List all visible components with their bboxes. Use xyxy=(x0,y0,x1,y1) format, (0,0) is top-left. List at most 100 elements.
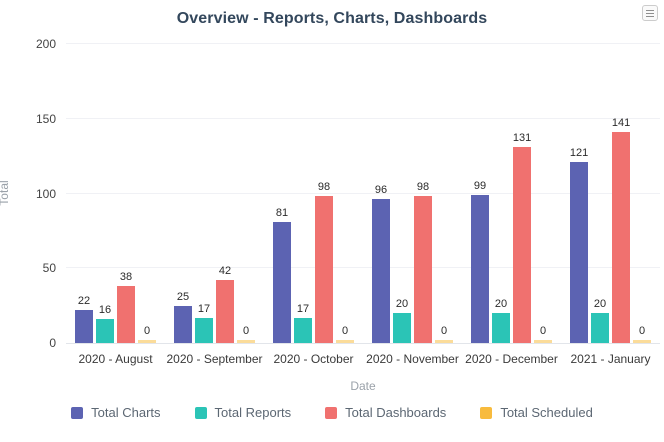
x-tick-label: 2020 - November xyxy=(366,352,459,366)
bar-value-label: 81 xyxy=(275,207,289,219)
bar-wrap: 0 xyxy=(534,325,552,343)
bar-value-label: 98 xyxy=(317,181,331,193)
bar-value-label: 16 xyxy=(98,304,112,316)
bar-value-label: 20 xyxy=(395,298,409,310)
bar-total-charts[interactable] xyxy=(372,199,390,343)
legend-item-total-charts[interactable]: Total Charts xyxy=(71,405,161,420)
y-axis-ticks: 0 50 100 150 200 xyxy=(0,37,60,350)
bar-group: 96 20 98 0 xyxy=(363,44,462,343)
bar-value-label: 25 xyxy=(176,291,190,303)
bar-group: 22 16 38 0 xyxy=(66,44,165,343)
bar-wrap: 25 xyxy=(174,291,192,343)
bar-group: 25 17 42 0 xyxy=(165,44,264,343)
bar-groups: 22 16 38 0 25 17 42 0 81 17 98 0 96 20 98 0 99 20 131 0 121 2… xyxy=(66,44,660,343)
bar-wrap: 42 xyxy=(216,265,234,343)
x-tick-label: 2021 - January xyxy=(570,352,651,366)
bar-wrap: 141 xyxy=(612,117,630,343)
chart-menu-button[interactable] xyxy=(642,5,658,21)
bar-wrap: 131 xyxy=(513,132,531,343)
bar-value-label: 0 xyxy=(143,325,151,337)
bar-wrap: 0 xyxy=(435,325,453,343)
bar-total-reports[interactable] xyxy=(294,318,312,343)
bar-wrap: 98 xyxy=(315,181,333,343)
bar-wrap: 20 xyxy=(492,298,510,343)
legend-item-total-scheduled[interactable]: Total Scheduled xyxy=(480,405,593,420)
bar-wrap: 17 xyxy=(195,303,213,343)
bar-value-label: 141 xyxy=(611,117,631,129)
bar-total-reports[interactable] xyxy=(492,313,510,343)
bar-wrap: 0 xyxy=(633,325,651,343)
bar-total-dashboards[interactable] xyxy=(612,132,630,343)
y-tick-label: 50 xyxy=(42,261,56,276)
bar-wrap: 20 xyxy=(591,298,609,343)
legend-item-total-reports[interactable]: Total Reports xyxy=(194,405,292,420)
bar-total-reports[interactable] xyxy=(393,313,411,343)
bar-value-label: 38 xyxy=(119,271,133,283)
plot-area: 22 16 38 0 25 17 42 0 81 17 98 0 96 20 98 0 99 20 131 0 121 2… xyxy=(66,43,660,344)
chart-legend: Total Charts Total Reports Total Dashboard… xyxy=(0,405,664,420)
x-axis-ticks: 2020 - August 2020 - September 2020 - Octo… xyxy=(66,352,660,366)
bar-total-scheduled[interactable] xyxy=(633,340,651,343)
bar-wrap: 0 xyxy=(138,325,156,343)
bar-total-dashboards[interactable] xyxy=(216,280,234,343)
x-tick-label: 2020 - October xyxy=(273,352,354,366)
bar-wrap: 20 xyxy=(393,298,411,343)
bar-total-dashboards[interactable] xyxy=(414,196,432,343)
bar-total-scheduled[interactable] xyxy=(138,340,156,343)
bar-value-label: 22 xyxy=(77,295,91,307)
bar-total-scheduled[interactable] xyxy=(336,340,354,343)
legend-label: Total Reports xyxy=(214,405,292,420)
bar-wrap: 38 xyxy=(117,271,135,343)
bar-wrap: 17 xyxy=(294,303,312,343)
bar-value-label: 20 xyxy=(494,298,508,310)
legend-label: Total Dashboards xyxy=(345,405,447,420)
bar-wrap: 0 xyxy=(237,325,255,343)
bar-total-charts[interactable] xyxy=(570,162,588,343)
bar-total-dashboards[interactable] xyxy=(315,196,333,343)
bar-value-label: 42 xyxy=(218,265,232,277)
bar-value-label: 17 xyxy=(296,303,310,315)
x-tick-label: 2020 - August xyxy=(78,352,153,366)
legend-item-total-dashboards[interactable]: Total Dashboards xyxy=(325,405,446,420)
bar-total-scheduled[interactable] xyxy=(435,340,453,343)
bar-group: 121 20 141 0 xyxy=(561,44,660,343)
bar-value-label: 131 xyxy=(512,132,532,144)
legend-marker-icon xyxy=(480,406,493,419)
x-axis-title: Date xyxy=(350,379,376,393)
bar-total-charts[interactable] xyxy=(273,222,291,343)
bar-wrap: 121 xyxy=(570,147,588,343)
bar-wrap: 99 xyxy=(471,180,489,343)
bar-value-label: 99 xyxy=(473,180,487,192)
bar-wrap: 0 xyxy=(336,325,354,343)
bar-group: 81 17 98 0 xyxy=(264,44,363,343)
bar-wrap: 96 xyxy=(372,184,390,343)
bar-value-label: 0 xyxy=(638,325,646,337)
bar-wrap: 22 xyxy=(75,295,93,343)
bar-total-scheduled[interactable] xyxy=(534,340,552,343)
bar-total-dashboards[interactable] xyxy=(117,286,135,343)
legend-marker-icon xyxy=(71,406,84,419)
bar-total-dashboards[interactable] xyxy=(513,147,531,343)
bar-total-reports[interactable] xyxy=(591,313,609,343)
bar-value-label: 0 xyxy=(242,325,250,337)
x-tick-label: 2020 - December xyxy=(465,352,558,366)
bar-group: 99 20 131 0 xyxy=(462,44,561,343)
y-tick-label: 100 xyxy=(35,186,56,201)
bar-value-label: 96 xyxy=(374,184,388,196)
bar-value-label: 17 xyxy=(197,303,211,315)
bar-total-charts[interactable] xyxy=(471,195,489,343)
bar-total-reports[interactable] xyxy=(195,318,213,343)
bar-value-label: 0 xyxy=(539,325,547,337)
y-tick-label: 150 xyxy=(35,111,56,126)
gridline xyxy=(66,267,660,269)
bar-total-reports[interactable] xyxy=(96,319,114,343)
bar-total-charts[interactable] xyxy=(174,306,192,343)
bar-total-scheduled[interactable] xyxy=(237,340,255,343)
bar-value-label: 98 xyxy=(416,181,430,193)
gridline xyxy=(66,192,660,194)
legend-marker-icon xyxy=(325,406,338,419)
bar-total-charts[interactable] xyxy=(75,310,93,343)
legend-label: Total Charts xyxy=(91,405,161,420)
bar-wrap: 98 xyxy=(414,181,432,343)
